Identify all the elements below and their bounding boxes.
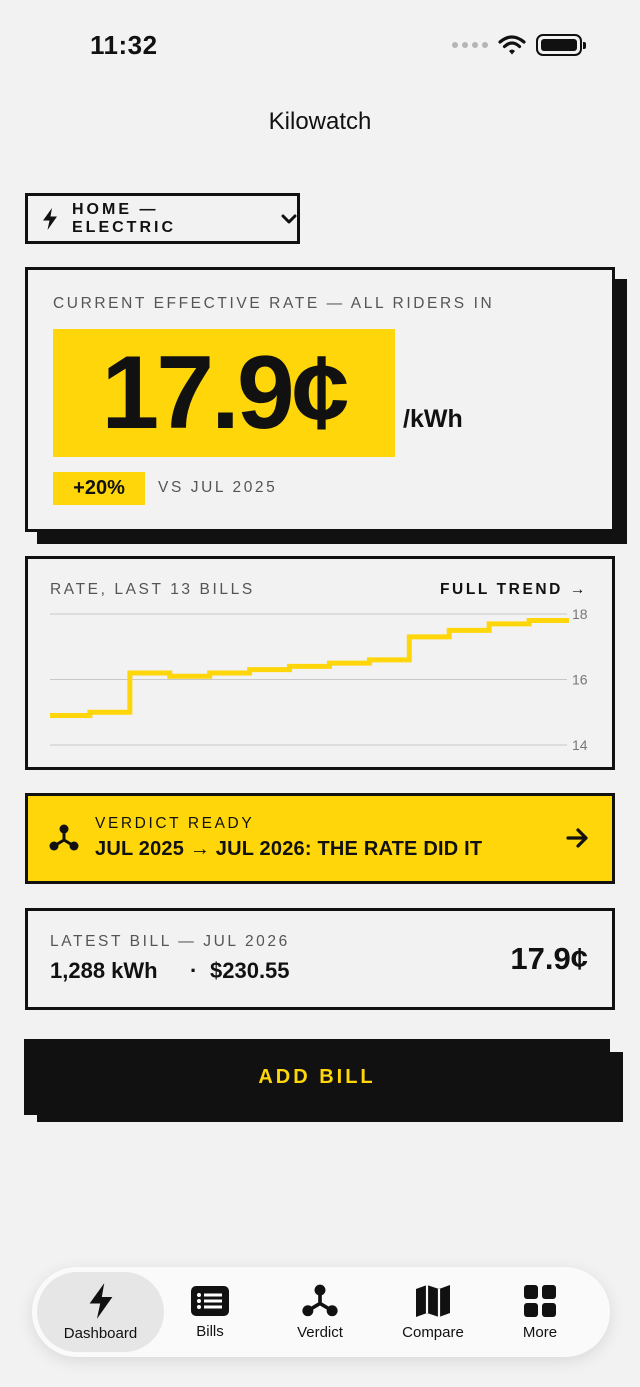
signal-icon bbox=[452, 42, 488, 48]
add-bill-button[interactable]: ADD BILL bbox=[24, 1039, 610, 1115]
y-tick-label: 16 bbox=[572, 672, 588, 688]
bolt-icon bbox=[89, 1282, 112, 1319]
nodes-icon bbox=[302, 1284, 338, 1316]
tab-compare[interactable]: Compare bbox=[378, 1267, 488, 1357]
account-selector-label: HOME — ELECTRIC bbox=[72, 200, 176, 236]
verdict-kicker: VERDICT READY bbox=[95, 815, 255, 832]
verdict-text: JUL 2025 → JUL 2026: THE RATE DID IT bbox=[95, 838, 483, 860]
trend-caption: RATE, LAST 13 BILLS bbox=[50, 581, 255, 598]
latest-bill-amount: $230.55 bbox=[210, 958, 290, 983]
latest-bill-separator: · bbox=[190, 958, 198, 983]
status-time: 11:32 bbox=[90, 30, 158, 60]
account-selector[interactable]: HOME — ELECTRIC bbox=[25, 193, 300, 244]
tab-verdict-label: Verdict bbox=[297, 1323, 343, 1341]
app-title: Kilowatch bbox=[268, 108, 372, 135]
tab-verdict[interactable]: Verdict bbox=[270, 1267, 370, 1357]
rate-caption: CURRENT EFFECTIVE RATE — ALL RIDERS IN bbox=[53, 295, 495, 312]
trend-chart: 18 16 14 bbox=[50, 606, 588, 753]
change-badge: +20% bbox=[53, 472, 145, 505]
tab-bills[interactable]: Bills bbox=[160, 1267, 260, 1357]
arrow-right-icon bbox=[566, 828, 588, 848]
verdict-banner[interactable] bbox=[25, 793, 615, 884]
latest-bill-rate: 17.9¢ bbox=[510, 941, 588, 976]
tab-more-label: More bbox=[522, 1323, 558, 1341]
status-icons bbox=[452, 34, 586, 56]
full-trend-link[interactable]: FULL TREND → bbox=[439, 581, 588, 598]
bolt-icon bbox=[43, 207, 57, 230]
nodes-icon bbox=[49, 824, 79, 851]
tab-bills-label: Bills bbox=[196, 1322, 224, 1340]
y-tick-label: 18 bbox=[572, 606, 588, 622]
battery-icon bbox=[536, 34, 586, 56]
grid-icon bbox=[524, 1284, 556, 1317]
latest-bill-card[interactable] bbox=[25, 908, 615, 1010]
current-rate: 17.9¢ bbox=[101, 334, 349, 451]
tab-bar: Dashboard Bills Verdict Compare bbox=[32, 1267, 610, 1357]
rate-unit: /kWh bbox=[403, 405, 463, 433]
tab-compare-label: Compare bbox=[402, 1323, 464, 1341]
rate-highlight bbox=[53, 329, 395, 457]
trend-card bbox=[25, 556, 615, 770]
chevron-down-icon bbox=[281, 214, 297, 223]
tab-dashboard-label: Dashboard bbox=[63, 1324, 138, 1342]
tab-more[interactable]: More bbox=[490, 1267, 590, 1357]
map-icon bbox=[416, 1284, 450, 1317]
rate-series-line bbox=[50, 618, 569, 719]
latest-bill-usage: 1,288 kWh bbox=[50, 958, 158, 983]
comparison-label: VS JUL 2025 bbox=[158, 479, 278, 496]
list-icon bbox=[191, 1285, 229, 1316]
wifi-icon bbox=[498, 35, 526, 55]
latest-bill-caption: LATEST BILL — JUL 2026 bbox=[50, 933, 290, 950]
y-tick-label: 14 bbox=[572, 737, 588, 753]
tab-dashboard[interactable]: Dashboard bbox=[37, 1272, 164, 1352]
